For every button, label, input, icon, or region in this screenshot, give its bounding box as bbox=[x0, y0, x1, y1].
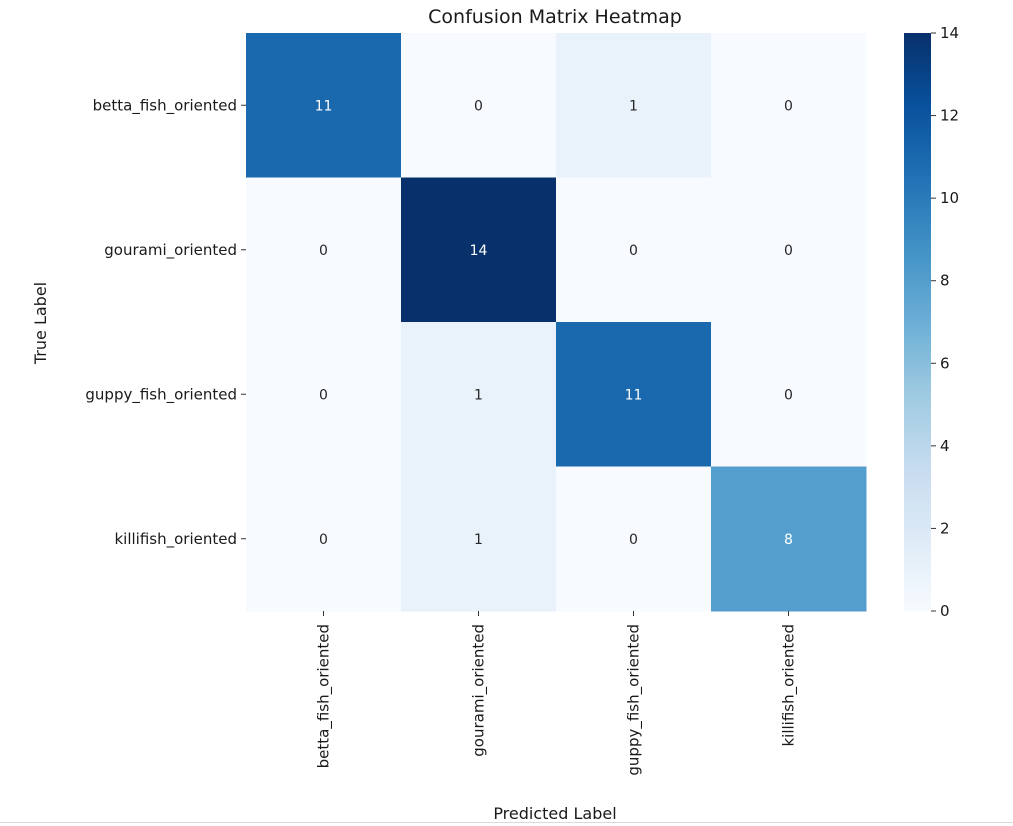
heatmap-cell-value: 0 bbox=[319, 532, 328, 548]
heatmap-cell bbox=[401, 177, 557, 323]
heatmap-cell bbox=[401, 466, 557, 612]
colorbar-tick-label: 2 bbox=[940, 519, 950, 537]
y-tick-label: killifish_oriented bbox=[114, 530, 237, 549]
x-tick-label: guppy_fish_oriented bbox=[625, 624, 644, 776]
colorbar bbox=[904, 33, 931, 611]
heatmap-cell-value: 1 bbox=[629, 98, 638, 114]
chart-title: Confusion Matrix Heatmap bbox=[428, 6, 682, 28]
heatmap-cells bbox=[246, 33, 867, 612]
heatmap-cell-value: 11 bbox=[315, 98, 333, 114]
x-tick-label: killifish_oriented bbox=[780, 624, 799, 747]
colorbar-tick-label: 12 bbox=[940, 107, 959, 125]
heatmap-cell-value: 14 bbox=[470, 243, 488, 259]
heatmap-cell bbox=[711, 33, 867, 178]
heatmap-cell-value: 0 bbox=[319, 387, 328, 403]
heatmap-cell bbox=[711, 177, 867, 323]
heatmap-cell-value: 11 bbox=[625, 387, 643, 403]
y-axis-ticks: betta_fish_oriented gourami_orientedguppy… bbox=[85, 96, 246, 549]
x-axis-label: Predicted Label bbox=[493, 804, 616, 823]
heatmap-cell-value: 0 bbox=[474, 98, 483, 114]
y-tick-label: guppy_fish_oriented bbox=[85, 385, 237, 404]
heatmap-cell-value: 0 bbox=[784, 98, 793, 114]
heatmap-cell-value: 0 bbox=[319, 243, 328, 259]
colorbar-tick-label: 4 bbox=[940, 437, 950, 455]
heatmap-cell bbox=[711, 322, 867, 467]
x-axis-ticks: betta_fish_oriented gourami_oriented guppy… bbox=[315, 611, 799, 776]
colorbar-tick-label: 14 bbox=[940, 24, 959, 42]
y-axis-label: True Label bbox=[31, 282, 50, 365]
y-tick-label: betta_fish_oriented bbox=[93, 96, 237, 115]
heatmap-cell-value: 1 bbox=[474, 387, 483, 403]
heatmap-cell bbox=[711, 466, 867, 612]
heatmap-cell bbox=[556, 322, 712, 467]
heatmap-cell bbox=[556, 177, 712, 323]
heatmap-cell-value: 0 bbox=[784, 387, 793, 403]
bottom-divider bbox=[0, 822, 1013, 823]
heatmap-cell-value: 0 bbox=[629, 532, 638, 548]
x-tick-label: betta_fish_oriented bbox=[315, 624, 334, 768]
x-tick-label: gourami_oriented bbox=[470, 624, 489, 757]
heatmap-cell-value: 0 bbox=[784, 243, 793, 259]
heatmap-cell bbox=[556, 33, 712, 178]
heatmap-cell bbox=[401, 322, 557, 467]
heatmap-cell bbox=[246, 33, 402, 178]
colorbar-tick-label: 8 bbox=[940, 272, 950, 290]
heatmap-cell bbox=[246, 322, 402, 467]
colorbar-tick-label: 6 bbox=[940, 354, 950, 372]
colorbar-ticks: 0 2 4 6 8 10 12 14 bbox=[931, 24, 959, 620]
y-tick-label: gourami_oriented bbox=[104, 241, 237, 260]
colorbar-tick-label: 0 bbox=[940, 602, 950, 620]
heatmap-cell-labels: 11 0 1 00 14 0 00 1 11 00 1 0 8 bbox=[315, 98, 793, 548]
heatmap-cell-value: 0 bbox=[629, 243, 638, 259]
heatmap-cell bbox=[246, 177, 402, 323]
heatmap-cell bbox=[246, 466, 402, 612]
heatmap-cell bbox=[401, 33, 557, 178]
heatmap-cell bbox=[556, 466, 712, 612]
heatmap-cell-value: 1 bbox=[474, 532, 483, 548]
colorbar-tick-label: 10 bbox=[940, 189, 959, 207]
heatmap-cell-value: 8 bbox=[784, 532, 793, 548]
